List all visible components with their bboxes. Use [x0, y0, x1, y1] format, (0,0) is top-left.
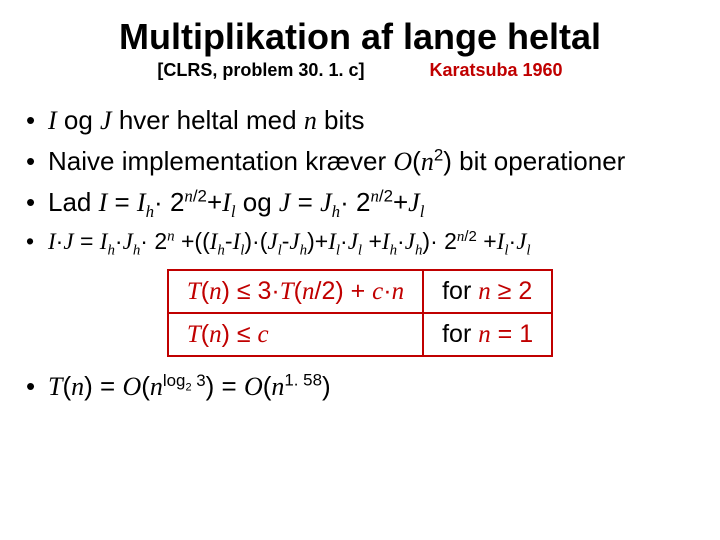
table-row: T(n) ≤ 3·T(n/2) + c·n for n ≥ 2 [168, 270, 552, 313]
bullet-4: I·J = Ih·Jh· 2n +((Ih-Il)·(Jl-Jh)+Il·Jl … [26, 226, 702, 257]
bullet-3: Lad I = Ih· 2n/2+Il og J = Jh· 2n/2+Jl [26, 185, 702, 220]
bullet-2: Naive implementation kræver O(n2) bit op… [26, 144, 702, 179]
rec-lhs-2: T(n) ≤ c [168, 313, 423, 356]
table-row: T(n) ≤ c for n = 1 [168, 313, 552, 356]
rec-rhs-2: for n = 1 [423, 313, 552, 356]
citation: [CLRS, problem 30. 1. c] [157, 60, 364, 81]
rec-rhs-1: for n ≥ 2 [423, 270, 552, 313]
bullet-list: I og J hver heltal med n bits Naive impl… [26, 103, 702, 257]
rec-lhs-1: T(n) ≤ 3·T(n/2) + c·n [168, 270, 423, 313]
bullet-1: I og J hver heltal med n bits [26, 103, 702, 138]
author-year: Karatsuba 1960 [429, 60, 562, 81]
slide-title: Multiplikation af lange heltal [18, 16, 702, 58]
subtitle-row: [CLRS, problem 30. 1. c] Karatsuba 1960 [18, 60, 702, 81]
recurrence-table: T(n) ≤ 3·T(n/2) + c·n for n ≥ 2 T(n) ≤ c… [167, 269, 553, 357]
bullet-5: T(n) = O(nlog2 3) = O(n1. 58) [26, 371, 702, 402]
